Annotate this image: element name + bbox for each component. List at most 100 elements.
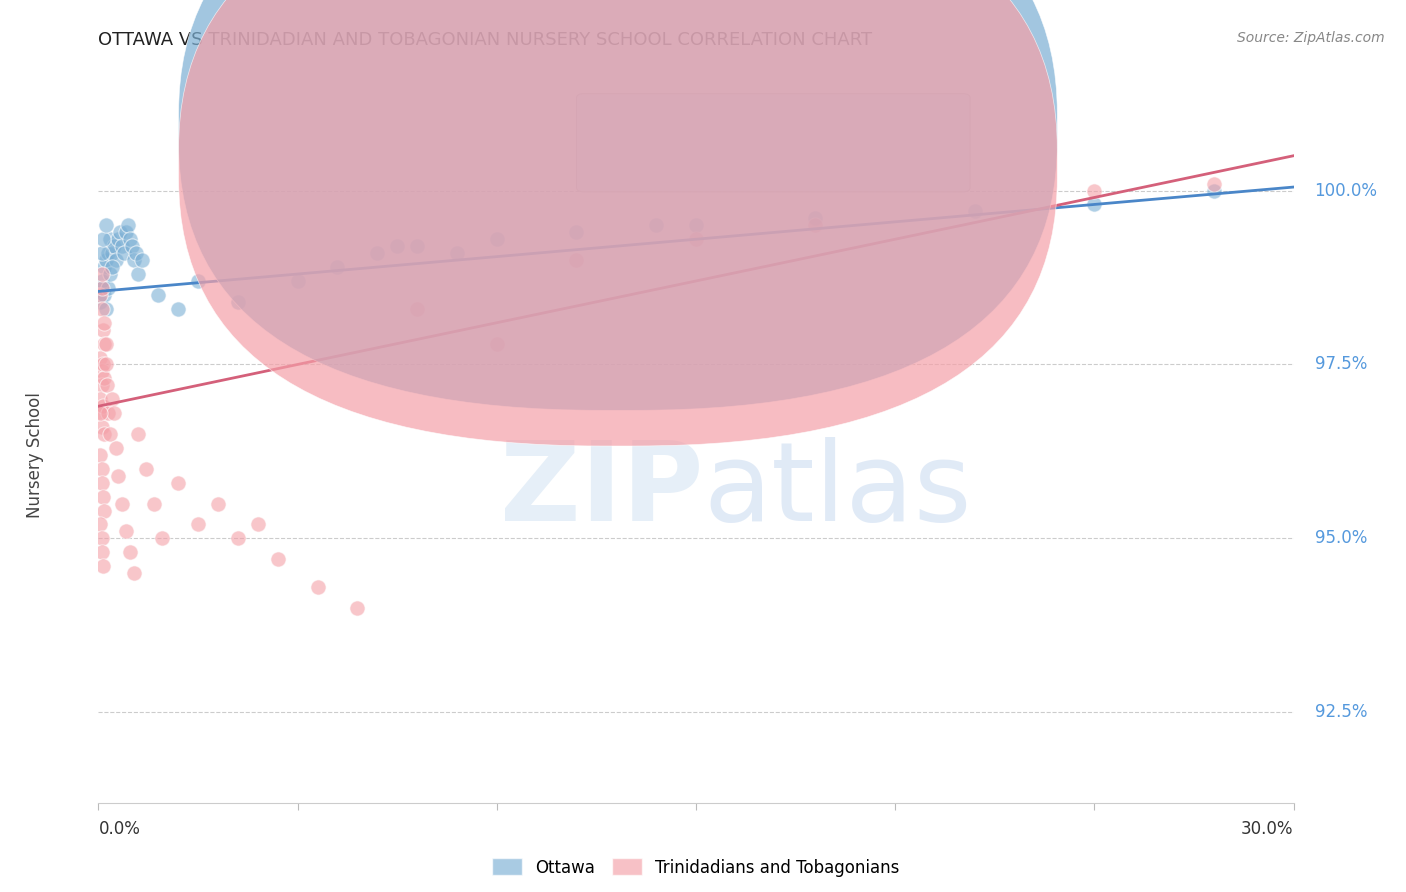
Point (101, 260, 124, 274)
Point (167, 301, 190, 316)
Point (94, 336, 117, 351)
Point (96, 253, 118, 268)
Point (111, 239, 134, 253)
Text: atlas: atlas (703, 437, 972, 544)
Point (91, 281, 114, 295)
Point (89, 517, 111, 532)
Point (1083, 184, 1105, 198)
Point (187, 517, 209, 532)
Point (246, 517, 269, 532)
Point (93, 371, 115, 385)
Point (1202, 184, 1225, 198)
Point (121, 239, 143, 253)
Point (112, 246, 135, 260)
Point (685, 232, 707, 246)
Point (107, 232, 129, 246)
Text: N = 59: N = 59 (783, 154, 856, 174)
Point (406, 239, 429, 253)
Point (120, 232, 142, 246)
Point (385, 239, 409, 253)
Point (127, 427, 149, 442)
Point (93, 288, 115, 302)
Point (366, 246, 388, 260)
Point (307, 580, 329, 594)
Point (143, 497, 166, 511)
Point (91, 274, 114, 288)
Point (91, 323, 114, 337)
Point (97, 281, 120, 295)
Point (125, 246, 148, 260)
Point (111, 497, 134, 511)
Point (90, 364, 112, 378)
Point (804, 219, 827, 233)
Point (91, 358, 114, 372)
Point (96, 301, 118, 316)
Point (117, 219, 139, 233)
Point (150, 532, 173, 546)
Point (267, 552, 290, 566)
Point (124, 566, 146, 581)
Point (89, 288, 111, 302)
Point (91, 420, 114, 434)
Text: R = 0.538: R = 0.538 (647, 119, 754, 138)
Text: 30.0%: 30.0% (1241, 820, 1294, 838)
Point (565, 225, 588, 239)
Point (207, 497, 229, 511)
Point (93, 336, 115, 351)
Text: Nursery School: Nursery School (27, 392, 44, 518)
Point (485, 232, 508, 246)
Point (1202, 177, 1225, 191)
Point (91, 301, 114, 316)
Point (963, 204, 986, 219)
Point (89, 448, 111, 462)
Point (98, 427, 122, 442)
Point (346, 601, 368, 615)
Text: R = 0.378: R = 0.378 (647, 154, 754, 174)
Point (96, 378, 118, 392)
Point (101, 392, 124, 407)
Point (93, 427, 115, 442)
Point (135, 462, 157, 476)
Point (446, 246, 468, 260)
Point (565, 253, 588, 268)
Point (90, 281, 112, 295)
Point (110, 225, 132, 239)
Point (97, 406, 120, 420)
Point (91, 399, 114, 413)
Point (101, 246, 124, 260)
Text: 95.0%: 95.0% (1315, 530, 1367, 548)
Point (91, 475, 114, 490)
Point (90, 246, 112, 260)
Text: 100.0%: 100.0% (1315, 182, 1378, 200)
Point (124, 253, 146, 268)
Point (187, 274, 209, 288)
Point (89, 351, 111, 365)
Legend: Ottawa, Trinidadians and Tobagonians: Ottawa, Trinidadians and Tobagonians (484, 850, 908, 885)
Point (1083, 197, 1105, 211)
Point (90, 267, 112, 281)
Text: N = 48: N = 48 (783, 119, 856, 138)
Point (98, 267, 122, 281)
Text: ZIP: ZIP (499, 437, 703, 544)
Point (115, 524, 138, 539)
Point (226, 532, 249, 546)
Point (89, 406, 111, 420)
Point (148, 288, 170, 302)
Point (91, 559, 114, 574)
Point (103, 406, 125, 420)
Text: 0.0%: 0.0% (98, 820, 141, 838)
Point (115, 225, 138, 239)
Point (90, 462, 112, 476)
Point (103, 239, 125, 253)
Point (96, 358, 118, 372)
Point (131, 253, 153, 268)
Point (98, 232, 122, 246)
Point (93, 316, 115, 330)
Point (127, 267, 149, 281)
Point (804, 211, 827, 226)
Point (91, 545, 114, 559)
Point (167, 475, 190, 490)
Point (406, 301, 429, 316)
Point (107, 468, 129, 483)
Point (645, 219, 668, 233)
